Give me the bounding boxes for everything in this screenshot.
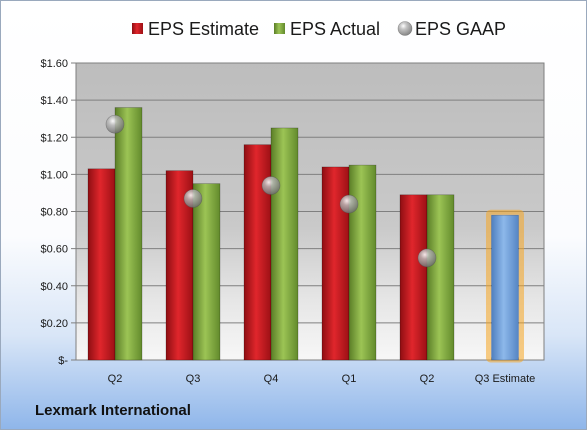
- x-tick-label: Q1: [342, 373, 357, 385]
- legend-label: EPS Estimate: [148, 19, 259, 39]
- y-axis: $- $0.20 $0.40 $0.60 $0.80 $1.00 $1.20 $1.40 $1.…: [40, 58, 76, 367]
- legend-swatch: [132, 23, 143, 34]
- legend: EPS Estimate EPS Actual EPS GAAP: [132, 19, 506, 39]
- legend-label: EPS GAAP: [415, 19, 506, 39]
- y-tick-label: $0.60: [40, 244, 68, 256]
- bar-eps-actual: [270, 127, 299, 361]
- x-tick-label: Q3 Estimate: [475, 373, 536, 385]
- legend-label: EPS Actual: [290, 19, 380, 39]
- bar-eps-actual: [192, 183, 221, 361]
- y-tick-label: $1.40: [40, 95, 68, 107]
- bar-q3-estimate: [491, 214, 519, 361]
- y-tick-label: $0.80: [40, 207, 68, 219]
- y-tick-label: $1.20: [40, 132, 68, 144]
- gridlines: [76, 99, 544, 324]
- bar-eps-actual: [426, 194, 455, 361]
- gaap-marker: [183, 189, 203, 208]
- bars: [87, 107, 524, 363]
- x-tick-label: Q4: [264, 373, 279, 385]
- y-tick-label: $0.40: [40, 281, 68, 293]
- gaap-marker: [417, 248, 437, 268]
- gaap-marker: [339, 194, 359, 214]
- gaap-markers: [105, 114, 437, 268]
- y-tick-label: $1.60: [40, 58, 68, 70]
- y-tick-label: $1.00: [40, 169, 68, 181]
- company-name: Lexmark International: [35, 402, 191, 419]
- bar-eps-estimate: [399, 194, 428, 361]
- legend-swatch: [397, 21, 413, 36]
- legend-swatch: [274, 23, 285, 34]
- x-axis: Q2 Q3 Q4 Q1 Q2 Q3 Estimate: [108, 373, 536, 385]
- bar-eps-actual: [114, 107, 143, 361]
- x-tick-label: Q3: [186, 373, 201, 385]
- gaap-marker: [105, 114, 125, 134]
- y-tick-label: $-: [58, 355, 68, 367]
- y-tick-label: $0.20: [40, 318, 68, 330]
- bar-eps-estimate: [243, 144, 272, 361]
- x-tick-label: Q2: [108, 373, 123, 385]
- bar-eps-estimate: [87, 168, 116, 361]
- x-tick-label: Q2: [420, 373, 435, 385]
- bar-eps-actual: [348, 164, 377, 361]
- gaap-marker: [261, 176, 281, 195]
